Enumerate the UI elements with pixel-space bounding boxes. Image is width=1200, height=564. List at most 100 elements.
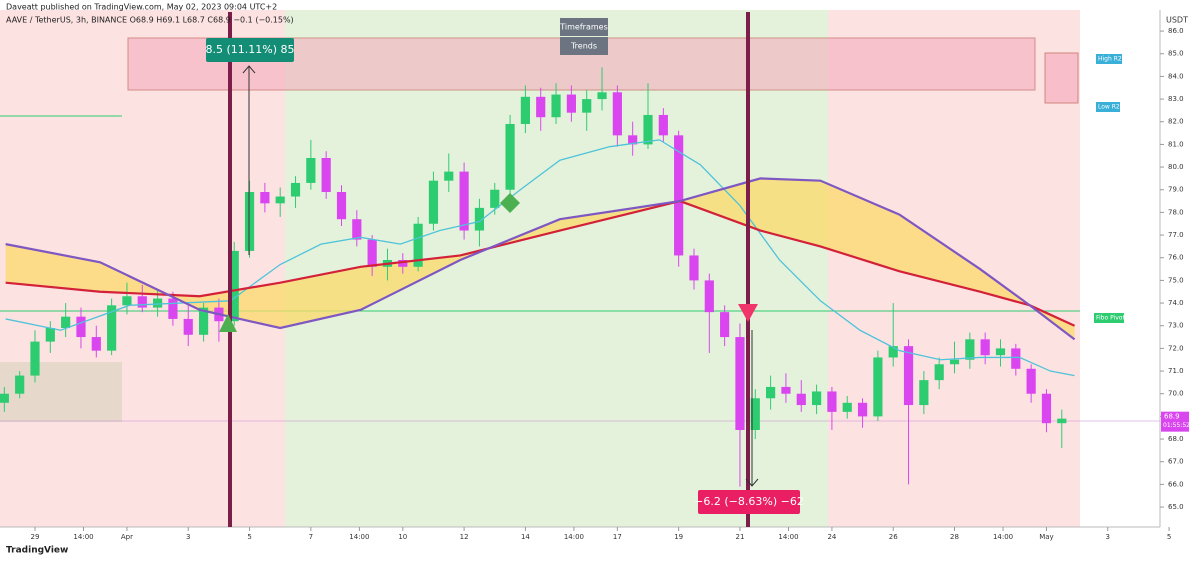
arrow-head bbox=[242, 65, 256, 74]
candle-body bbox=[995, 348, 1006, 356]
y-tick-label: 74.0 bbox=[1168, 299, 1184, 307]
unit-label: USDT bbox=[1166, 16, 1188, 25]
y-tick-label: 65.0 bbox=[1168, 503, 1184, 511]
candle-body bbox=[888, 346, 898, 358]
x-tick-label: 7 bbox=[309, 533, 313, 541]
candle-body bbox=[949, 359, 960, 365]
candle-body bbox=[796, 393, 806, 406]
x-tick-label: May bbox=[1039, 533, 1053, 541]
y-tick-label: 75.0 bbox=[1168, 276, 1184, 284]
candle-body bbox=[367, 239, 377, 267]
candle-body bbox=[490, 189, 500, 208]
y-tick-label: 66.0 bbox=[1168, 480, 1184, 488]
r2-zone bbox=[1044, 52, 1079, 104]
x-tick-label: 14:00 bbox=[349, 533, 369, 541]
buy-signal bbox=[219, 314, 237, 332]
level-tag bbox=[1094, 313, 1124, 323]
footer-logo: TradingView bbox=[6, 546, 68, 556]
y-tick-label: 78.0 bbox=[1168, 208, 1184, 216]
loss-box bbox=[698, 490, 800, 514]
candle-body bbox=[336, 192, 347, 220]
candle-body bbox=[750, 398, 760, 430]
y-tick-label: 84.0 bbox=[1168, 72, 1184, 80]
x-tick-label: 24 bbox=[827, 533, 836, 541]
candle-body bbox=[827, 391, 837, 412]
x-tick-label: 10 bbox=[398, 533, 407, 541]
x-tick-label: 14:00 bbox=[778, 533, 798, 541]
y-tick-label: 83.0 bbox=[1168, 95, 1184, 103]
loss-label: −6.2 (−8.63%) −62 bbox=[694, 495, 804, 508]
level-tag bbox=[1096, 54, 1122, 64]
candle-body bbox=[45, 327, 55, 342]
x-tick-label: 12 bbox=[460, 533, 469, 541]
y-tick-label: 76.0 bbox=[1168, 254, 1184, 262]
last-price: 68.9 bbox=[1164, 413, 1180, 421]
candle-body bbox=[91, 337, 101, 351]
candle-body bbox=[198, 307, 209, 335]
x-tick-label: 19 bbox=[674, 533, 683, 541]
x-tick-label: 3 bbox=[186, 533, 190, 541]
y-tick-label: 77.0 bbox=[1168, 231, 1184, 239]
candle-body bbox=[107, 305, 117, 351]
candle-body bbox=[444, 171, 454, 181]
candle-body bbox=[1041, 393, 1052, 424]
y-tick-label: 85.0 bbox=[1168, 50, 1184, 58]
candle-body bbox=[244, 192, 255, 251]
candle-body bbox=[934, 364, 944, 381]
gain-box bbox=[206, 38, 294, 62]
x-tick-label: 26 bbox=[889, 533, 898, 541]
x-tick-label: 14:00 bbox=[73, 533, 93, 541]
sell-signal bbox=[738, 304, 758, 322]
candle-body bbox=[980, 339, 990, 356]
level-label: High R2 bbox=[1098, 56, 1122, 63]
button-label[interactable]: Trends bbox=[570, 42, 597, 51]
candle-body bbox=[1057, 418, 1067, 424]
candle-body bbox=[857, 402, 868, 417]
x-tick-label: 5 bbox=[247, 533, 251, 541]
candle-body bbox=[704, 280, 714, 313]
x-tick-label: 14 bbox=[521, 533, 530, 541]
candle-body bbox=[919, 380, 929, 406]
candle-body bbox=[122, 296, 132, 306]
candle-body bbox=[842, 402, 852, 412]
level-tag bbox=[1096, 102, 1120, 112]
candle-body bbox=[1011, 348, 1021, 369]
button[interactable] bbox=[560, 37, 608, 55]
y-tick-label: 86.0 bbox=[1168, 27, 1184, 35]
symbol-info: AAVE / TetherUS, 3h, BINANCE O68.9 H69.1… bbox=[6, 16, 294, 25]
candle-body bbox=[612, 92, 622, 136]
candle-body bbox=[30, 341, 40, 376]
y-tick-label: 72.0 bbox=[1168, 344, 1184, 352]
x-tick-label: 14:00 bbox=[564, 533, 584, 541]
indicator-line bbox=[5, 199, 1076, 327]
publisher: Daveatt published on TradingView.com, Ma… bbox=[6, 3, 277, 12]
y-tick-label: 79.0 bbox=[1168, 186, 1184, 194]
button-label[interactable]: Timeframes bbox=[559, 23, 607, 32]
candle-body bbox=[873, 357, 883, 417]
candle-body bbox=[766, 386, 776, 399]
button[interactable] bbox=[560, 18, 608, 36]
y-tick-label: 80.0 bbox=[1168, 163, 1184, 171]
candle-body bbox=[0, 393, 9, 403]
candle-body bbox=[903, 346, 914, 406]
y-tick-label: 71.0 bbox=[1168, 367, 1184, 375]
candle-body bbox=[505, 124, 515, 190]
candle-body bbox=[183, 318, 193, 335]
candle-body bbox=[811, 391, 822, 406]
candle-body bbox=[628, 135, 638, 145]
candle-body bbox=[536, 96, 546, 118]
y-tick-label: 68.0 bbox=[1168, 435, 1184, 443]
candle-body bbox=[137, 296, 147, 308]
last-price-tag bbox=[1161, 411, 1189, 432]
countdown: 01:55:52 bbox=[1163, 422, 1190, 429]
indicator-line bbox=[5, 177, 1076, 341]
candle-body bbox=[643, 114, 653, 145]
candle-body bbox=[152, 298, 163, 308]
candle-body bbox=[582, 99, 592, 113]
arrow-head bbox=[745, 478, 759, 487]
candle-body bbox=[658, 114, 668, 136]
candle-body bbox=[459, 171, 469, 231]
candle-body bbox=[398, 260, 408, 267]
candle-body bbox=[61, 316, 71, 328]
